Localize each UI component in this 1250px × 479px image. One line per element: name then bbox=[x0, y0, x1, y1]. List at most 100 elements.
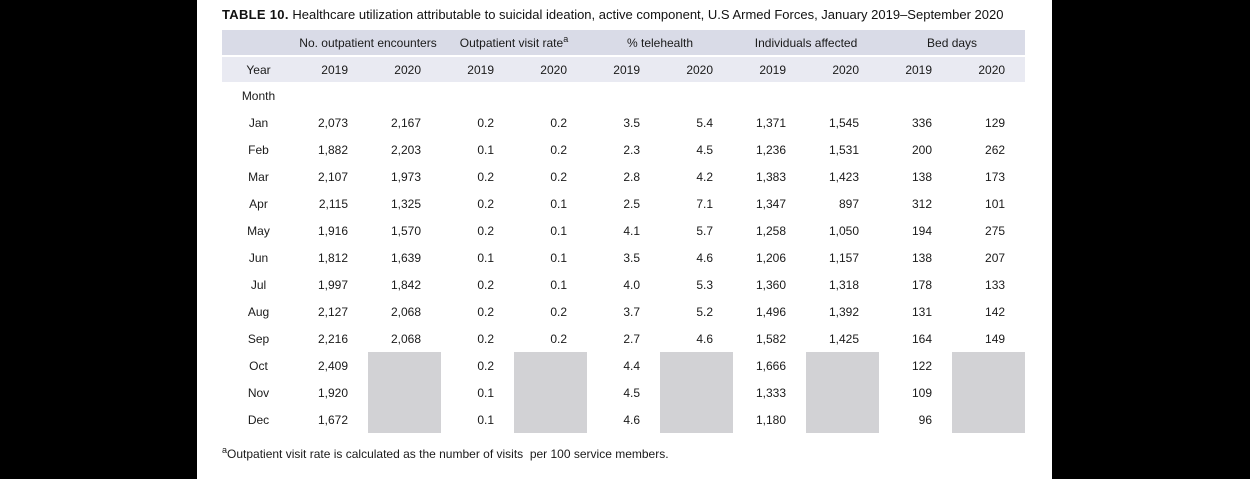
value-cell: 0.2 bbox=[550, 304, 567, 319]
value-cell: 2,068 bbox=[390, 304, 421, 319]
year-header: 2019 bbox=[733, 56, 807, 82]
year-header: 2020 bbox=[368, 56, 441, 82]
table-row: Aug 2,127 2,068 0.2 0.2 3.7 5.2 1,496 1,392 131 14… bbox=[222, 298, 1025, 325]
year-header: 2019 bbox=[587, 56, 660, 82]
year-header: 2019 bbox=[879, 56, 953, 82]
healthcare-utilization-table: No. outpatient encounters Outpatient vis… bbox=[222, 30, 1026, 433]
value-cell: 1,325 bbox=[390, 196, 421, 211]
value-cell: 4.5 bbox=[696, 142, 714, 157]
group-header-individuals-affected: Individuals affected bbox=[733, 30, 880, 57]
table-title-label: TABLE 10. bbox=[222, 7, 289, 22]
value-cell: 262 bbox=[985, 142, 1006, 157]
value-cell: 1,318 bbox=[829, 277, 860, 292]
value-cell: 1,360 bbox=[755, 277, 787, 292]
year-header: 2020 bbox=[806, 56, 880, 82]
masked-cell bbox=[806, 379, 880, 406]
value-cell: 1,425 bbox=[829, 331, 860, 346]
value-cell: 4.4 bbox=[623, 358, 640, 373]
footnote: aOutpatient visit rate is calculated as … bbox=[222, 445, 1052, 462]
table-row: Apr 2,115 1,325 0.2 0.1 2.5 7.1 1,347 897 312 101 bbox=[222, 190, 1025, 217]
row-month-label: Mar bbox=[248, 169, 269, 184]
masked-cell bbox=[514, 406, 587, 433]
value-cell: 3.5 bbox=[623, 250, 640, 265]
group-header-bed-days: Bed days bbox=[879, 30, 1026, 57]
value-cell: 0.2 bbox=[477, 331, 494, 346]
value-cell: 173 bbox=[985, 169, 1006, 184]
table-title: TABLE 10. Healthcare utilization attribu… bbox=[222, 6, 1052, 23]
value-cell: 96 bbox=[918, 412, 933, 427]
row-month-label: Sep bbox=[247, 331, 270, 346]
value-cell: 207 bbox=[985, 250, 1006, 265]
footnote-marker: a bbox=[222, 445, 228, 455]
value-cell: 0.2 bbox=[477, 223, 494, 238]
value-cell: 138 bbox=[912, 169, 933, 184]
value-cell: 2,216 bbox=[317, 331, 348, 346]
value-cell: 1,842 bbox=[390, 277, 421, 292]
table-row: Feb 1,882 2,203 0.1 0.2 2.3 4.5 1,236 1,531 200 26… bbox=[222, 136, 1025, 163]
value-cell: 5.2 bbox=[696, 304, 714, 319]
value-cell: 2.8 bbox=[623, 169, 640, 184]
row-month-label: Jun bbox=[248, 250, 269, 265]
value-cell: 2,409 bbox=[317, 358, 348, 373]
value-cell: 1,206 bbox=[755, 250, 787, 265]
value-cell: 2,068 bbox=[390, 331, 421, 346]
value-cell: 138 bbox=[912, 250, 933, 265]
value-cell: 7.1 bbox=[696, 196, 714, 211]
group-header-outpatient-encounters: No. outpatient encounters bbox=[295, 30, 441, 57]
footnote-marker: a bbox=[563, 33, 569, 44]
row-month-label: Feb bbox=[248, 142, 269, 157]
group-header-label: Bed days bbox=[927, 35, 978, 50]
value-cell: 336 bbox=[912, 115, 933, 130]
value-cell: 5.3 bbox=[696, 277, 714, 292]
month-subheader-row: Month bbox=[222, 82, 1025, 109]
value-cell: 2,167 bbox=[390, 115, 421, 130]
table-row: Mar 2,107 1,973 0.2 0.2 2.8 4.2 1,383 1,423 138 17… bbox=[222, 163, 1025, 190]
value-cell: 1,157 bbox=[829, 250, 860, 265]
masked-cell bbox=[368, 352, 441, 379]
value-cell: 0.1 bbox=[550, 223, 567, 238]
value-cell: 0.2 bbox=[550, 115, 567, 130]
masked-cell bbox=[952, 352, 1026, 379]
year-header: 2020 bbox=[952, 56, 1026, 82]
value-cell: 312 bbox=[912, 196, 933, 211]
value-cell: 4.0 bbox=[623, 277, 640, 292]
value-cell: 0.2 bbox=[477, 115, 494, 130]
value-cell: 122 bbox=[912, 358, 933, 373]
document-panel: TABLE 10. Healthcare utilization attribu… bbox=[197, 0, 1052, 479]
value-cell: 4.1 bbox=[623, 223, 640, 238]
value-cell: 194 bbox=[912, 223, 933, 238]
value-cell: 0.2 bbox=[477, 277, 494, 292]
row-month-label: May bbox=[247, 223, 270, 238]
value-cell: 0.2 bbox=[477, 196, 494, 211]
value-cell: 1,531 bbox=[829, 142, 860, 157]
value-cell: 0.1 bbox=[477, 385, 494, 400]
value-cell: 2,115 bbox=[318, 196, 348, 211]
value-cell: 4.6 bbox=[623, 412, 640, 427]
value-cell: 109 bbox=[912, 385, 933, 400]
value-cell: 5.7 bbox=[696, 223, 714, 238]
year-row-label: Year bbox=[222, 56, 295, 82]
masked-cell bbox=[806, 406, 880, 433]
row-month-label: Jan bbox=[248, 115, 269, 130]
masked-cell bbox=[660, 406, 734, 433]
value-cell: 1,997 bbox=[317, 277, 348, 292]
value-cell: 0.1 bbox=[477, 142, 494, 157]
row-month-label: Dec bbox=[247, 412, 270, 427]
value-cell: 4.5 bbox=[623, 385, 640, 400]
value-cell: 1,383 bbox=[755, 169, 787, 184]
value-cell: 178 bbox=[912, 277, 933, 292]
value-cell: 131 bbox=[912, 304, 933, 319]
value-cell: 1,180 bbox=[755, 412, 787, 427]
value-cell: 1,496 bbox=[755, 304, 787, 319]
value-cell: 1,973 bbox=[390, 169, 421, 184]
group-header-telehealth: % telehealth bbox=[587, 30, 734, 57]
masked-cell bbox=[952, 379, 1026, 406]
row-month-label: Apr bbox=[249, 196, 268, 211]
value-cell: 4.6 bbox=[696, 331, 714, 346]
masked-cell bbox=[952, 406, 1026, 433]
value-cell: 1,333 bbox=[755, 385, 787, 400]
value-cell: 1,371 bbox=[755, 115, 787, 130]
year-header-row: Year 2019 2020 2019 2020 2019 2020 2019 … bbox=[222, 56, 1026, 82]
value-cell: 200 bbox=[912, 142, 933, 157]
table-title-text: Healthcare utilization attributable to s… bbox=[288, 7, 1004, 22]
